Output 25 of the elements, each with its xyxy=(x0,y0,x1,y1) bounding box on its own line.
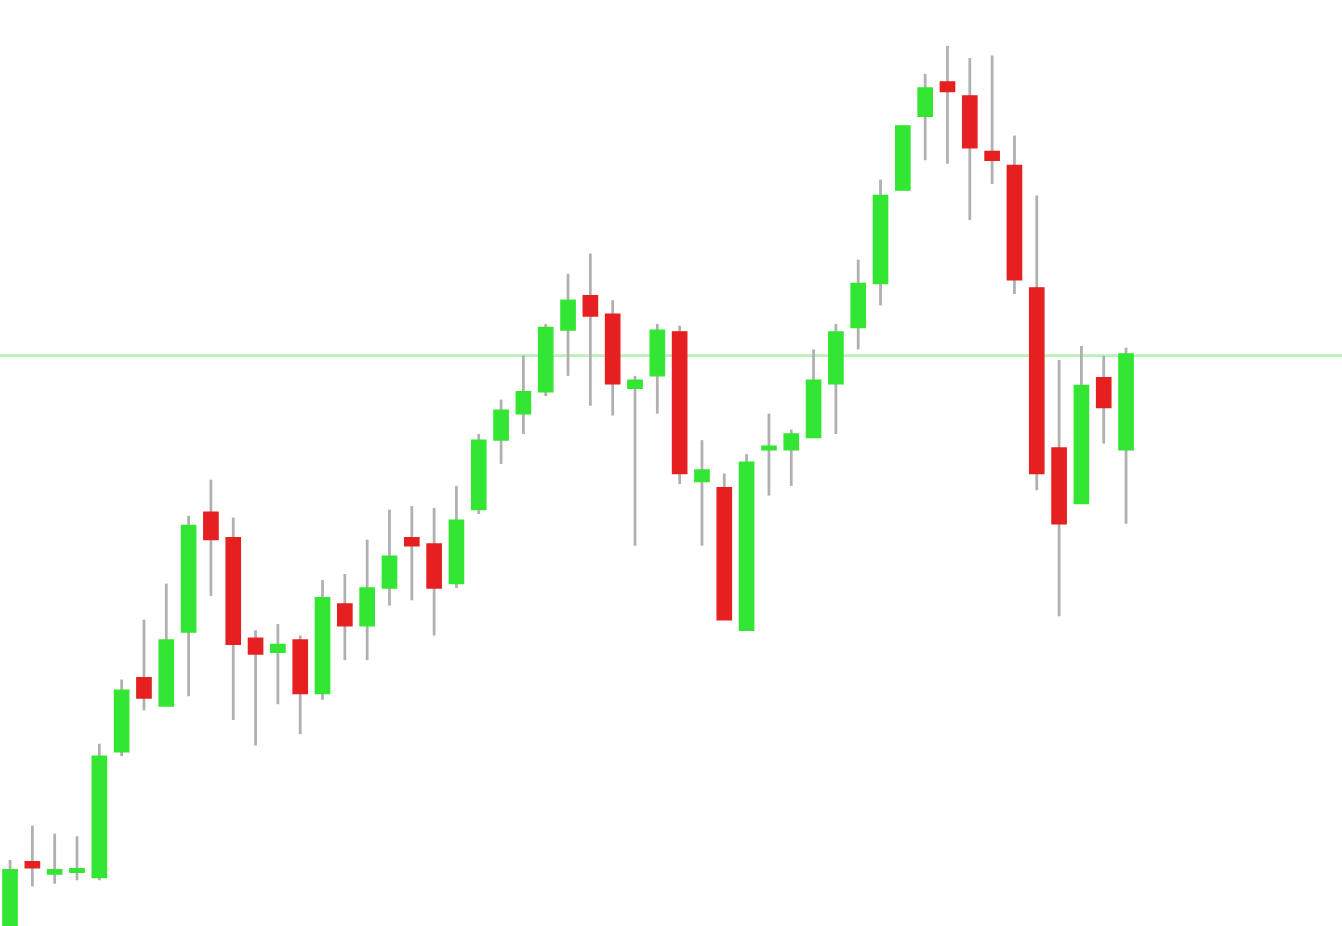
candlestick xyxy=(136,618,152,712)
candlestick xyxy=(337,572,353,662)
candlestick xyxy=(203,478,219,598)
candlestick xyxy=(515,354,532,436)
candlestick xyxy=(694,438,710,548)
candlestick xyxy=(381,508,398,607)
candlestick xyxy=(493,398,509,466)
candlestick xyxy=(46,832,63,886)
candlestick xyxy=(69,834,85,882)
candlestick xyxy=(850,258,867,351)
candlestick xyxy=(984,54,1000,186)
candlestick xyxy=(560,272,576,378)
candlestick xyxy=(403,504,420,602)
candlestick xyxy=(359,538,376,662)
candlestick xyxy=(917,72,934,162)
candlestick xyxy=(627,374,643,548)
candlestick xyxy=(270,622,286,706)
candlestick xyxy=(24,824,41,888)
candlestick xyxy=(939,44,956,166)
candlestick xyxy=(649,322,666,416)
candlestick xyxy=(1095,354,1112,446)
candlestick xyxy=(582,252,599,408)
candlestick xyxy=(783,428,800,488)
candlestick xyxy=(426,506,442,637)
candlestick xyxy=(247,628,264,747)
